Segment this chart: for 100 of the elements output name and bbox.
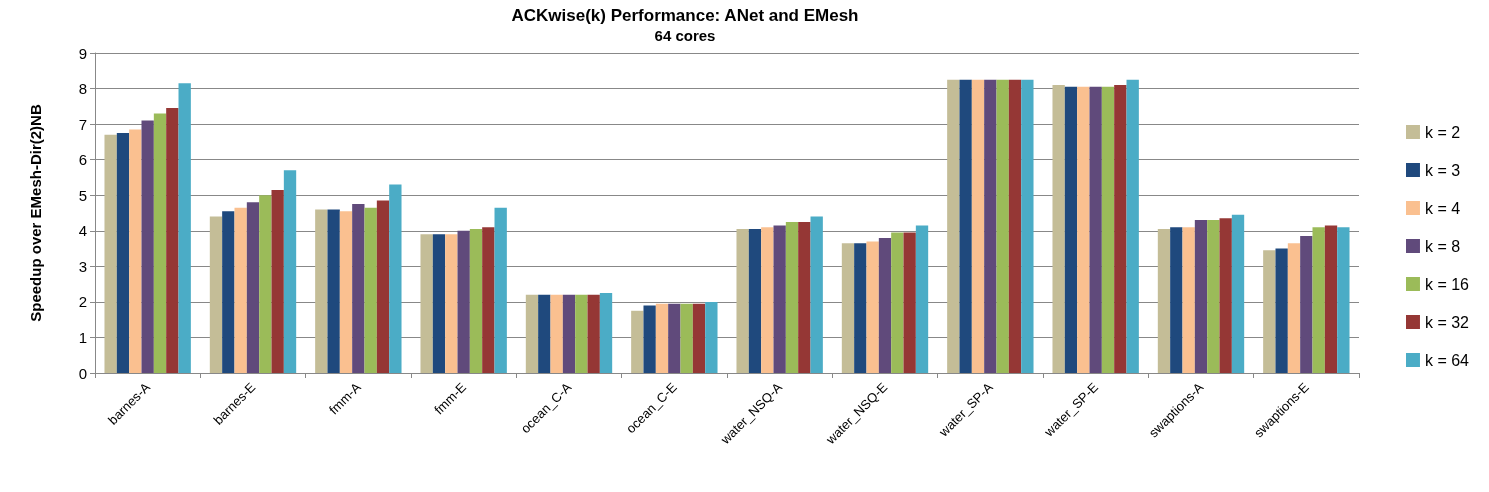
bar bbox=[209, 216, 223, 373]
bar bbox=[854, 243, 867, 373]
legend-label: k = 2 bbox=[1424, 123, 1461, 141]
bar bbox=[1337, 227, 1350, 373]
bar bbox=[1275, 248, 1288, 373]
bar bbox=[283, 170, 297, 373]
bar bbox=[1312, 227, 1325, 373]
bar bbox=[736, 229, 749, 373]
bar bbox=[866, 241, 879, 373]
bar bbox=[327, 209, 340, 373]
chart-title: ACKwise(k) Performance: ANet and EMesh bbox=[511, 6, 859, 25]
bar bbox=[841, 243, 855, 373]
bar bbox=[1077, 86, 1090, 373]
bar bbox=[246, 202, 260, 373]
bar bbox=[1126, 79, 1139, 373]
bar bbox=[643, 305, 656, 373]
bar bbox=[364, 207, 377, 373]
bar bbox=[1219, 218, 1232, 373]
bar bbox=[259, 195, 272, 373]
bar bbox=[761, 227, 774, 373]
legend-label: k = 32 bbox=[1424, 313, 1470, 331]
bar bbox=[104, 134, 117, 373]
y-tick-label: 5 bbox=[78, 186, 87, 204]
bar bbox=[915, 225, 929, 373]
legend-label: k = 8 bbox=[1424, 237, 1461, 255]
bar bbox=[971, 79, 985, 373]
bar bbox=[878, 237, 892, 373]
bar bbox=[705, 301, 718, 373]
bar bbox=[1170, 227, 1183, 373]
bar bbox=[562, 294, 576, 373]
bar bbox=[655, 303, 669, 373]
bar bbox=[1064, 86, 1078, 373]
bar bbox=[773, 225, 786, 373]
bar bbox=[1194, 220, 1208, 373]
bar bbox=[692, 303, 706, 373]
bar bbox=[1101, 86, 1115, 373]
bar bbox=[1157, 229, 1171, 373]
bar bbox=[420, 234, 433, 373]
bar bbox=[1089, 86, 1102, 373]
bar bbox=[352, 204, 365, 373]
bar bbox=[947, 79, 960, 373]
y-tick-label: 4 bbox=[78, 222, 87, 240]
bar bbox=[116, 133, 130, 373]
bar bbox=[599, 293, 613, 373]
y-tick-label: 9 bbox=[78, 44, 87, 62]
bar bbox=[129, 129, 142, 373]
bar bbox=[445, 234, 458, 373]
bar bbox=[153, 113, 167, 373]
bar bbox=[1008, 79, 1022, 373]
bar bbox=[494, 207, 507, 373]
y-tick-label: 8 bbox=[78, 80, 87, 98]
bar bbox=[1114, 85, 1127, 373]
bar bbox=[1287, 243, 1301, 373]
bar bbox=[234, 207, 247, 373]
y-tick-label: 6 bbox=[78, 151, 87, 169]
bar bbox=[1263, 250, 1276, 373]
bar bbox=[432, 234, 446, 373]
y-tick-label: 2 bbox=[78, 293, 87, 311]
bar bbox=[1207, 220, 1220, 373]
legend-label: k = 16 bbox=[1424, 275, 1470, 293]
bar bbox=[457, 230, 470, 373]
bar bbox=[166, 108, 179, 373]
legend-label: k = 3 bbox=[1424, 161, 1461, 179]
bar bbox=[1052, 85, 1065, 373]
bar bbox=[482, 227, 495, 373]
bar bbox=[550, 294, 563, 373]
bar bbox=[680, 303, 693, 373]
bar bbox=[1231, 214, 1245, 373]
bar bbox=[469, 229, 483, 373]
bar bbox=[538, 294, 551, 373]
y-tick-label: 3 bbox=[78, 257, 87, 275]
bar bbox=[631, 310, 644, 373]
y-tick-label: 7 bbox=[78, 115, 87, 133]
legend-label: k = 64 bbox=[1424, 351, 1470, 369]
bar bbox=[668, 303, 681, 373]
bar bbox=[389, 184, 402, 373]
bar bbox=[891, 232, 904, 373]
bar bbox=[748, 229, 762, 373]
bar bbox=[339, 211, 353, 373]
bar bbox=[1182, 227, 1195, 373]
legend-label: k = 4 bbox=[1424, 199, 1461, 217]
bar bbox=[785, 221, 799, 373]
bar bbox=[141, 120, 154, 373]
bar bbox=[1324, 225, 1338, 373]
bar bbox=[1300, 236, 1313, 373]
y-axis-title: Speedup over EMesh-Dir(2)NB bbox=[27, 104, 44, 322]
bar bbox=[271, 189, 284, 373]
bar bbox=[959, 79, 972, 373]
y-tick-label: 0 bbox=[78, 364, 87, 382]
bar bbox=[810, 216, 823, 373]
chart-subtitle: 64 cores bbox=[654, 27, 716, 44]
bar bbox=[575, 294, 588, 373]
bar bbox=[903, 232, 916, 373]
bar bbox=[222, 211, 235, 373]
bar bbox=[996, 79, 1009, 373]
bar bbox=[376, 200, 390, 373]
bar bbox=[1021, 79, 1034, 373]
bar bbox=[178, 83, 191, 373]
bar bbox=[587, 294, 600, 373]
bar bbox=[525, 294, 539, 373]
